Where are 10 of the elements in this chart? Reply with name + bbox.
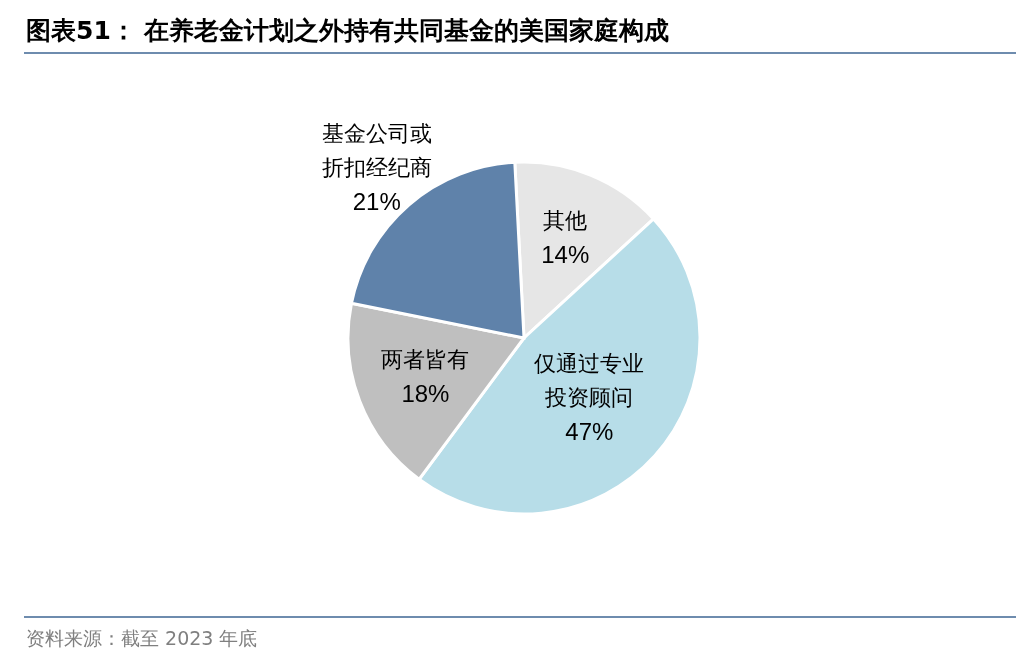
slice-label: 两者皆有 (381, 346, 470, 372)
slice-label: 其他 (543, 207, 588, 233)
data-label: 18% (401, 379, 450, 407)
data-label: 47% (565, 417, 614, 445)
data-label: 21% (352, 187, 401, 215)
slice-label: 仅通过专业投资顾问 (534, 350, 645, 410)
chart-title: 图表51： 在养老金计划之外持有共同基金的美国家庭构成 (26, 15, 670, 47)
slice-label: 基金公司或折扣经纪商 (321, 120, 432, 180)
text: 资料来源：截至 2023 年底 (26, 626, 258, 651)
data-label: 14% (541, 240, 590, 268)
